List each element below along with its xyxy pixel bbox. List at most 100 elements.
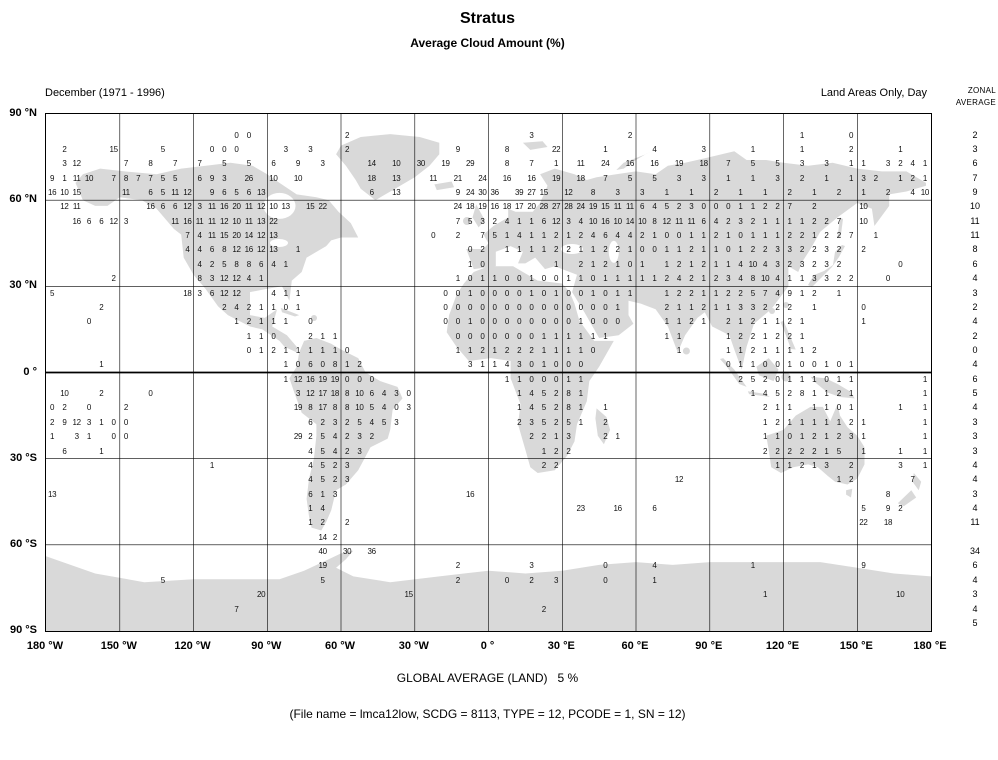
cell-value: 18: [576, 173, 586, 183]
cell-value: 1: [812, 231, 817, 241]
zonal-value: 3: [972, 589, 978, 600]
cell-value: 23: [576, 503, 586, 513]
cell-value: 2: [50, 417, 55, 427]
cell-value: 0: [455, 331, 460, 341]
cell-value: 7: [849, 231, 854, 241]
cell-value: 1: [209, 460, 214, 470]
cell-value: 1: [750, 144, 755, 154]
cell-value: 0: [603, 317, 608, 327]
cell-value: 4: [332, 432, 337, 442]
cell-value: 2: [836, 188, 841, 197]
cell-value: 2: [812, 288, 817, 298]
iceland: [434, 181, 455, 191]
cell-value: 1: [898, 403, 903, 413]
cell-value: 3: [750, 302, 755, 312]
cell-value: 1: [590, 245, 596, 255]
cell-value: 1: [578, 274, 583, 284]
cell-value: 0: [320, 360, 325, 370]
cell-value: 5: [627, 173, 632, 183]
cell-value: 1: [234, 317, 239, 327]
cell-value: 6: [209, 245, 214, 255]
cell-value: 9: [787, 288, 792, 298]
cell-value: 2: [885, 188, 891, 197]
cell-value: 2: [640, 231, 645, 241]
cell-value: 8: [148, 159, 153, 169]
cell-value: 2: [554, 389, 559, 398]
zonal-value: 2: [972, 330, 978, 341]
cell-value: 1: [824, 432, 829, 442]
cell-value: 7: [123, 159, 128, 169]
cell-value: 39: [515, 188, 524, 197]
cell-value: 6: [652, 503, 657, 513]
cell-value: 18: [699, 159, 708, 169]
cell-value: 2: [713, 231, 718, 241]
cell-value: 10: [293, 173, 303, 183]
cell-value: 1: [529, 288, 534, 298]
chart-title: Stratus: [459, 10, 516, 27]
cell-value: 10: [896, 590, 905, 600]
lon-label: 150 °E: [839, 640, 873, 652]
zonal-value: 0: [972, 345, 978, 355]
cell-value: 0: [590, 346, 596, 355]
cell-value: 11: [195, 216, 204, 226]
cell-value: 1: [726, 331, 731, 341]
cell-value: 2: [676, 202, 682, 212]
zonal-value: 6: [972, 373, 978, 384]
cell-value: 28: [564, 202, 573, 212]
cell-value: 1: [480, 274, 485, 284]
cell-value: 0: [590, 302, 596, 312]
cell-value: 8: [234, 259, 239, 269]
cell-value: 4: [713, 216, 718, 226]
cell-value: 13: [392, 188, 401, 197]
cell-value: 3: [345, 460, 350, 470]
cell-value: 8: [222, 245, 227, 255]
cell-value: 1: [99, 446, 104, 456]
cell-value: 2: [812, 446, 817, 456]
cell-value: 16: [490, 202, 499, 212]
cell-value: 11: [208, 216, 216, 226]
cell-value: 3: [320, 159, 325, 169]
cell-value: 2: [836, 231, 841, 241]
cell-value: 11: [675, 216, 683, 226]
cell-value: 15: [72, 188, 82, 197]
cell-value: 10: [355, 403, 364, 413]
cell-value: 0: [504, 288, 509, 298]
cell-value: 1: [873, 231, 878, 241]
cell-value: 5: [320, 446, 325, 456]
cell-value: 1: [922, 417, 927, 427]
cell-value: 4: [381, 403, 387, 413]
cell-value: 3: [357, 446, 362, 456]
cell-value: 1: [701, 245, 706, 255]
cell-value: 0: [492, 331, 497, 341]
cell-value: 2: [763, 446, 768, 456]
cell-value: 1: [763, 231, 768, 241]
cell-value: 0: [504, 317, 509, 327]
zonal-value: 4: [972, 502, 978, 513]
cell-value: 4: [590, 231, 596, 241]
cell-value: 2: [701, 259, 706, 269]
cell-value: 2: [320, 518, 325, 528]
cell-value: 1: [763, 432, 768, 442]
cell-value: 0: [849, 130, 854, 140]
cell-value: 6: [222, 188, 227, 197]
cell-value: 4: [529, 403, 534, 413]
cell-value: 16: [72, 216, 82, 226]
cell-value: 1: [787, 346, 792, 355]
madagascar: [595, 408, 611, 445]
cell-value: 1: [295, 346, 301, 355]
cell-value: 1: [283, 288, 288, 298]
svalbard: [522, 141, 548, 150]
cell-value: 7: [234, 604, 239, 614]
chart-subtitle: Average Cloud Amount (%): [410, 36, 565, 50]
cell-value: 11: [244, 216, 253, 226]
cell-value: 12: [220, 274, 229, 284]
cell-value: 5: [664, 202, 669, 212]
cell-value: 11: [208, 202, 216, 212]
cell-value: 2: [529, 575, 534, 585]
cell-value: 1: [578, 374, 583, 384]
cell-value: 12: [220, 288, 229, 298]
cell-value: 21: [453, 173, 463, 183]
cell-value: 9: [209, 173, 214, 183]
cell-value: 1: [492, 360, 497, 370]
cell-value: 1: [787, 216, 792, 226]
